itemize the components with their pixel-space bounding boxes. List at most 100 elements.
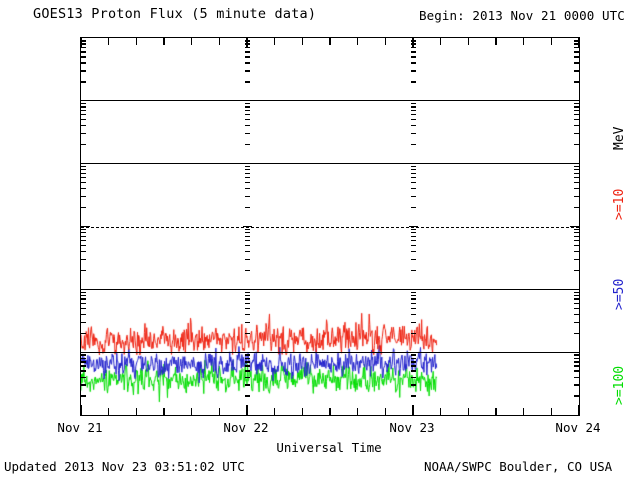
x-tick-top bbox=[218, 38, 220, 45]
x-tick-top bbox=[523, 38, 525, 45]
y-minor-tick-right bbox=[574, 133, 579, 135]
day-boundary-minor-tick bbox=[244, 307, 250, 309]
chart-plot-area bbox=[80, 37, 580, 416]
y-minor-tick bbox=[81, 298, 86, 300]
day-boundary-minor-tick bbox=[244, 114, 250, 116]
y-minor-tick-right bbox=[574, 313, 579, 315]
y-minor-tick-right bbox=[574, 40, 579, 42]
x-tick-top bbox=[246, 38, 248, 48]
x-tick-top bbox=[274, 38, 276, 45]
x-tick-label-nov-24: Nov 24 bbox=[555, 420, 601, 435]
x-tick-top bbox=[301, 38, 303, 45]
y-minor-tick-right bbox=[574, 165, 579, 168]
day-boundary-minor-tick bbox=[410, 56, 416, 58]
day-boundary-minor-tick bbox=[244, 51, 250, 53]
y-minor-tick bbox=[81, 195, 86, 198]
day-boundary-minor-tick bbox=[244, 354, 250, 356]
day-boundary-minor-tick bbox=[244, 206, 250, 209]
y-minor-tick bbox=[81, 231, 86, 234]
y-minor-tick-right bbox=[574, 231, 579, 234]
x-tick-label-nov-23: Nov 23 bbox=[389, 420, 435, 435]
y-minor-tick-right bbox=[574, 321, 579, 323]
y-minor-tick-right bbox=[574, 103, 579, 105]
x-tick-bottom bbox=[246, 405, 248, 415]
x-tick-bottom bbox=[80, 405, 82, 415]
day-boundary-minor-tick bbox=[410, 361, 416, 363]
gridline-0.1 bbox=[81, 351, 579, 353]
day-boundary-minor-tick bbox=[244, 258, 250, 260]
day-boundary-minor-tick bbox=[410, 302, 416, 304]
x-tick-bottom bbox=[108, 408, 110, 415]
x-tick-label-nov-21: Nov 21 bbox=[57, 420, 103, 435]
day-boundary-minor-tick bbox=[410, 169, 416, 171]
day-boundary-minor-tick bbox=[244, 384, 250, 386]
day-boundary-minor-tick bbox=[410, 125, 416, 127]
y-minor-tick-right bbox=[574, 176, 579, 179]
y-minor-tick-right bbox=[574, 206, 579, 209]
y-minor-tick-right bbox=[574, 109, 579, 112]
y-minor-tick-right bbox=[574, 188, 579, 190]
x-tick-top bbox=[108, 38, 110, 45]
day-boundary-minor-tick bbox=[244, 250, 250, 253]
day-boundary-minor-tick bbox=[410, 51, 416, 53]
y-minor-tick-right bbox=[574, 307, 579, 309]
day-boundary-minor-tick bbox=[244, 109, 250, 112]
y-major-tick-1e1 bbox=[81, 225, 90, 228]
y-minor-tick-right bbox=[574, 62, 579, 64]
day-boundary-minor-tick bbox=[410, 172, 416, 175]
x-tick-top bbox=[191, 38, 193, 45]
x-tick-top bbox=[384, 38, 386, 45]
day-boundary-major-tick bbox=[242, 163, 252, 165]
day-boundary-major-tick bbox=[408, 225, 418, 228]
x-tick-bottom bbox=[191, 408, 193, 415]
day-boundary-minor-tick bbox=[410, 206, 416, 209]
y-minor-tick bbox=[81, 81, 86, 83]
x-tick-bottom bbox=[218, 408, 220, 415]
day-boundary-minor-tick bbox=[410, 181, 416, 184]
day-boundary-major-tick bbox=[408, 163, 418, 165]
day-boundary-minor-tick bbox=[410, 106, 416, 108]
y-minor-tick-right bbox=[574, 269, 579, 272]
y-minor-tick bbox=[81, 56, 86, 58]
y-axis-title-text-3: sr bbox=[0, 100, 4, 117]
y-minor-tick-right bbox=[574, 294, 579, 297]
y-minor-tick bbox=[81, 206, 86, 209]
y-minor-tick bbox=[81, 269, 86, 272]
y-minor-tick-right bbox=[574, 228, 579, 231]
y-minor-tick bbox=[81, 51, 86, 53]
day-boundary-minor-tick bbox=[410, 70, 416, 72]
y-minor-tick bbox=[81, 144, 86, 146]
day-boundary-minor-tick bbox=[410, 195, 416, 198]
day-boundary-minor-tick bbox=[410, 228, 416, 231]
y-minor-tick-right bbox=[574, 51, 579, 53]
day-boundary-minor-tick bbox=[244, 244, 250, 247]
data-source-label: NOAA/SWPC Boulder, CO USA bbox=[424, 459, 613, 474]
x-tick-label-nov-22: Nov 22 bbox=[223, 420, 269, 435]
y-minor-tick bbox=[81, 133, 86, 135]
x-tick-bottom bbox=[301, 408, 303, 415]
day-boundary-minor-tick bbox=[410, 103, 416, 105]
y-minor-tick bbox=[81, 169, 86, 171]
y-minor-tick-right bbox=[574, 376, 579, 378]
y-minor-tick-right bbox=[574, 169, 579, 171]
day-boundary-minor-tick bbox=[244, 172, 250, 175]
day-boundary-minor-tick bbox=[410, 188, 416, 190]
day-boundary-minor-tick bbox=[244, 313, 250, 315]
day-boundary-minor-tick bbox=[244, 294, 250, 297]
x-tick-bottom bbox=[495, 408, 497, 415]
day-boundary-minor-tick bbox=[410, 235, 416, 237]
x-tick-top bbox=[495, 38, 497, 45]
x-tick-bottom bbox=[550, 408, 552, 415]
day-boundary-major-tick bbox=[242, 288, 252, 290]
y-minor-tick-right bbox=[574, 354, 579, 356]
day-boundary-minor-tick bbox=[244, 235, 250, 237]
y-major-tick-right-1e1 bbox=[570, 225, 579, 228]
y-minor-tick bbox=[81, 103, 86, 105]
day-boundary-minor-tick bbox=[244, 81, 250, 83]
day-boundary-major-tick bbox=[408, 351, 418, 353]
y-minor-tick bbox=[81, 176, 86, 179]
day-boundary-minor-tick bbox=[410, 291, 416, 293]
y-minor-tick bbox=[81, 361, 86, 363]
y-minor-tick bbox=[81, 250, 86, 253]
day-boundary-minor-tick bbox=[410, 231, 416, 234]
